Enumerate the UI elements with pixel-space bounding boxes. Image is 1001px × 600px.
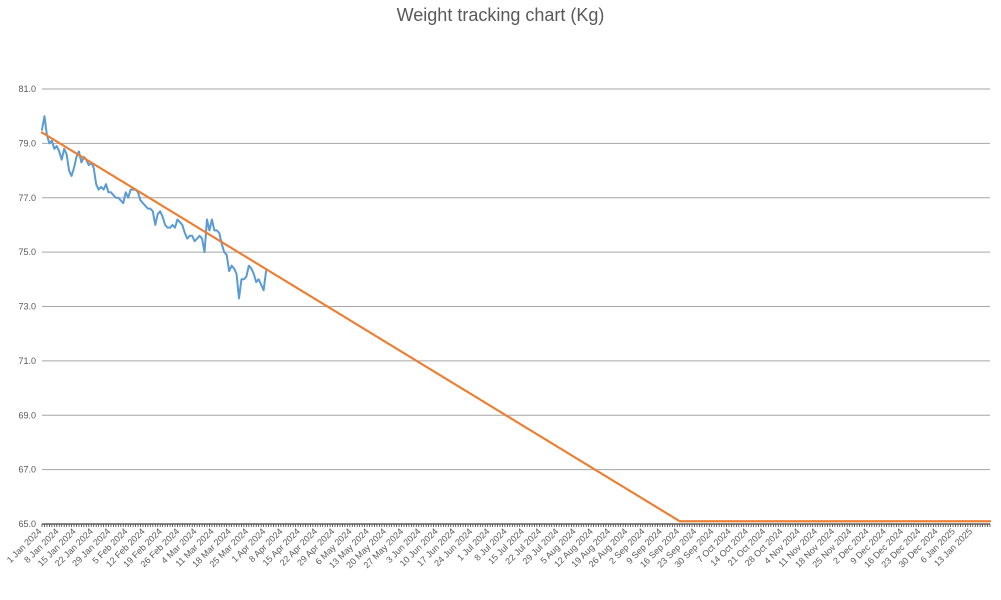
y-tick-label: 65.0	[18, 519, 36, 529]
series-line-trend	[40, 131, 992, 523]
series-layer	[40, 115, 992, 523]
y-axis: 65.0 67.0 69.0 71.0 73.0 75.0 77.0 79.0 81.0	[18, 84, 36, 529]
gridlines	[42, 88, 990, 525]
y-tick-label: 67.0	[18, 465, 36, 475]
y-tick-label: 79.0	[18, 138, 36, 148]
y-tick-label: 77.0	[18, 193, 36, 203]
chart-title: Weight tracking chart (Kg)	[396, 5, 605, 25]
y-tick-label: 73.0	[18, 302, 36, 312]
y-tick-label: 75.0	[18, 247, 36, 257]
y-tick-label: 69.0	[18, 410, 36, 420]
series-line-weight	[41, 115, 268, 300]
y-tick-label: 81.0	[18, 84, 36, 94]
y-tick-label: 71.0	[18, 356, 36, 366]
